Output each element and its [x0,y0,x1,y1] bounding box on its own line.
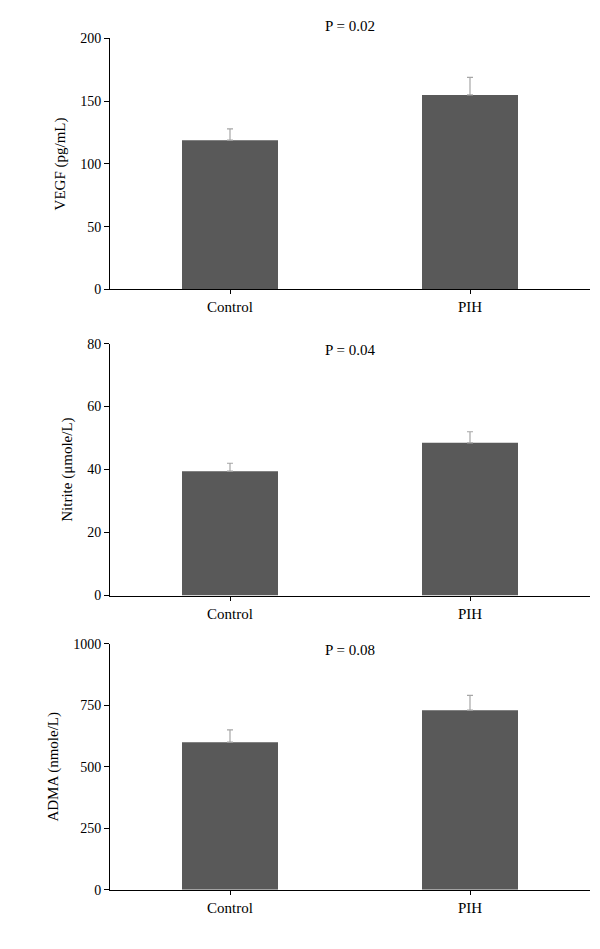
svg-text:0: 0 [94,282,101,297]
svg-text:0: 0 [94,588,101,603]
svg-text:100: 100 [80,157,101,172]
svg-text:200: 200 [80,31,101,46]
svg-text:500: 500 [80,760,101,775]
svg-text:1000: 1000 [73,637,101,652]
svg-text:P = 0.08: P = 0.08 [325,642,375,658]
svg-text:250: 250 [80,821,101,836]
svg-text:PIH: PIH [458,900,482,916]
svg-text:150: 150 [80,94,101,109]
svg-text:ADMA (nmole/L): ADMA (nmole/L) [45,712,62,822]
svg-text:P = 0.04: P = 0.04 [325,342,375,358]
svg-text:60: 60 [87,399,101,414]
svg-text:750: 750 [80,698,101,713]
svg-text:Control: Control [207,900,253,916]
svg-text:20: 20 [87,525,101,540]
svg-text:Control: Control [207,606,253,622]
svg-text:Control: Control [207,299,253,315]
svg-text:VEGF (pg/mL): VEGF (pg/mL) [52,118,69,211]
svg-text:40: 40 [87,462,101,477]
svg-text:0: 0 [94,883,101,898]
svg-text:80: 80 [87,336,101,351]
svg-text:Nitrite (μmole/L): Nitrite (μmole/L) [59,417,76,521]
svg-text:PIH: PIH [458,606,482,622]
svg-text:PIH: PIH [458,299,482,315]
svg-text:50: 50 [87,220,101,235]
svg-text:P = 0.02: P = 0.02 [325,18,375,34]
